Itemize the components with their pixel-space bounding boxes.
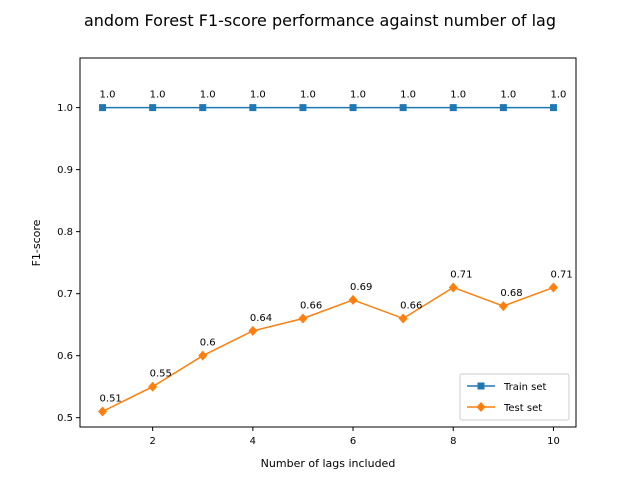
data-point-test-set <box>548 282 558 293</box>
data-label-test-set: 0.69 <box>350 282 372 293</box>
data-point-test-set <box>498 301 508 312</box>
legend-marker-train-set <box>477 382 485 390</box>
data-point-train-set <box>199 104 207 112</box>
y-tick-label: 1.0 <box>57 103 73 114</box>
data-label-test-set: 0.66 <box>300 300 322 311</box>
data-label-test-set: 0.51 <box>100 393 122 404</box>
data-point-train-set <box>149 104 157 112</box>
data-point-train-set <box>249 104 257 112</box>
y-axis: 0.5 0.6 0.7 0.8 0.9 1.0 <box>57 103 80 424</box>
x-tick-label: 2 <box>149 436 155 447</box>
data-point-test-set <box>398 313 408 324</box>
data-label-train-set: 1.0 <box>550 90 566 101</box>
y-axis-label: F1-score <box>30 219 43 266</box>
data-point-train-set <box>299 104 307 112</box>
data-point-train-set <box>349 104 357 112</box>
data-label-train-set: 1.0 <box>400 90 416 101</box>
data-label-train-set: 1.0 <box>300 90 316 101</box>
chart-title: andom Forest F1-score performance agains… <box>84 11 556 30</box>
legend-label-train-set: Train set <box>503 382 547 393</box>
x-axis-label: Number of lags included <box>261 457 396 470</box>
data-label-test-set: 0.66 <box>400 300 422 311</box>
y-tick-label: 0.6 <box>57 351 73 362</box>
data-label-test-set: 0.55 <box>150 369 172 380</box>
data-point-test-set <box>198 350 208 361</box>
x-tick-label: 8 <box>450 436 456 447</box>
data-label-train-set: 1.0 <box>250 90 266 101</box>
series-test-set: 0.51 0.55 0.6 0.64 0.66 0.69 0.66 0.71 0.68 0.71 <box>98 269 573 417</box>
data-label-train-set: 1.0 <box>100 90 116 101</box>
data-label-test-set: 0.68 <box>500 288 522 299</box>
x-axis: 2 4 6 8 10 <box>149 427 560 447</box>
data-point-test-set <box>448 282 458 293</box>
data-point-train-set <box>399 104 407 112</box>
y-tick-label: 0.9 <box>57 165 73 176</box>
data-label-test-set: 0.6 <box>200 338 216 349</box>
x-tick-label: 6 <box>350 436 356 447</box>
y-tick-label: 0.7 <box>57 289 73 300</box>
legend-marker-test-set <box>476 402 486 412</box>
data-label-train-set: 1.0 <box>500 90 516 101</box>
data-label-test-set: 0.64 <box>250 313 272 324</box>
data-point-train-set <box>549 104 557 112</box>
data-label-train-set: 1.0 <box>350 90 366 101</box>
data-label-train-set: 1.0 <box>150 90 166 101</box>
data-point-test-set <box>148 381 158 392</box>
series-line-test-set <box>102 286 554 413</box>
series-layer: 1.0 1.0 1.0 1.0 1.0 1.0 1.0 1.0 1.0 1.00.510.550.… <box>98 90 573 417</box>
data-point-test-set <box>98 406 108 417</box>
data-point-train-set <box>499 104 507 112</box>
data-point-train-set <box>99 104 107 112</box>
y-tick-label: 0.8 <box>57 227 73 238</box>
data-label-test-set: 0.71 <box>550 269 572 280</box>
legend-label-test-set: Test set <box>503 403 542 414</box>
legend: Train set Test set <box>459 373 570 421</box>
data-label-test-set: 0.71 <box>450 269 472 280</box>
y-tick-label: 0.5 <box>57 413 73 424</box>
data-point-test-set <box>298 313 308 324</box>
data-point-train-set <box>449 104 457 112</box>
data-label-train-set: 1.0 <box>200 90 216 101</box>
series-train-set: 1.0 1.0 1.0 1.0 1.0 1.0 1.0 1.0 1.0 1.0 <box>99 90 566 112</box>
x-tick-label: 10 <box>547 436 560 447</box>
data-point-test-set <box>348 294 358 305</box>
plot-area <box>79 57 577 428</box>
x-tick-label: 4 <box>250 436 256 447</box>
data-label-train-set: 1.0 <box>450 90 466 101</box>
data-point-test-set <box>248 325 258 336</box>
